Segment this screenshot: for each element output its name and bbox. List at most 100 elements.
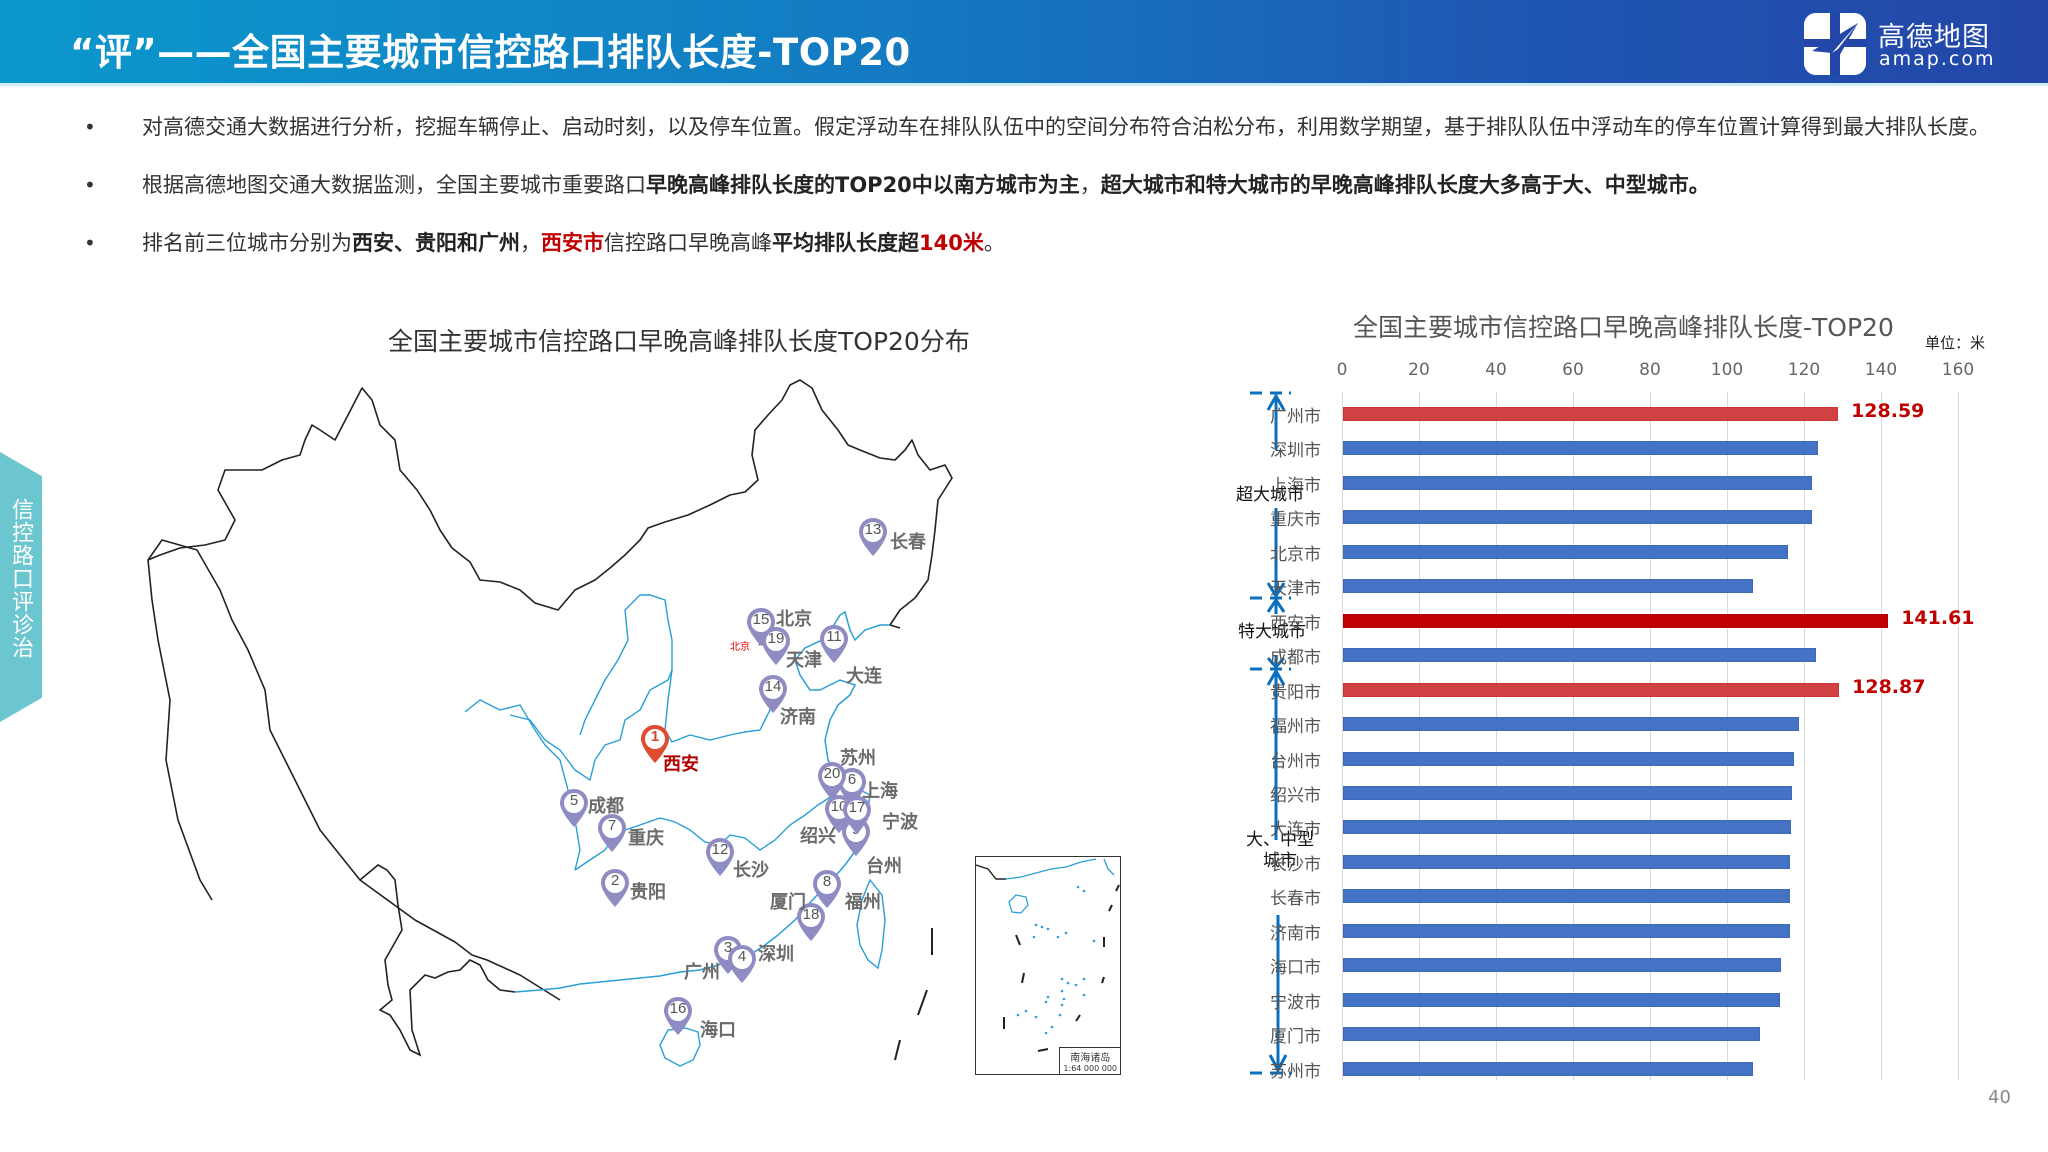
x-axis-tick: 120	[1787, 360, 1821, 380]
chart-row: 贵阳市 128.87	[1270, 672, 1962, 706]
bar[interactable]	[1343, 648, 1816, 663]
bar[interactable]	[1343, 579, 1753, 594]
map-pin-rank-16[interactable]: 16	[663, 996, 693, 1036]
bullet-item: • 排名前三位城市分别为西安、贵阳和广州，西安市信控路口早晚高峰平均排队长度超14…	[80, 224, 2010, 262]
map-pin-rank-2[interactable]: 2	[600, 868, 630, 908]
pin-rank-number: 8	[822, 873, 832, 890]
category-label: 西安市	[1270, 613, 1321, 634]
bullet-text: ，	[1079, 173, 1101, 197]
map-pin-icon	[601, 869, 629, 907]
bullet-emphasis: 140米	[919, 231, 984, 255]
bar-value-label: 141.61	[1901, 606, 1975, 629]
pin-rank-number: 17	[848, 799, 866, 816]
category-label: 长春市	[1270, 889, 1321, 910]
bar[interactable]	[1343, 682, 1840, 697]
map-pin-icon	[813, 870, 841, 908]
gridline	[1342, 392, 1343, 1080]
map-city-label: 长沙	[733, 860, 769, 881]
tier-label-megacity: 超大城市	[1236, 485, 1304, 505]
category-label: 苏州市	[1270, 1061, 1321, 1082]
bullet-dot-icon: •	[84, 173, 96, 197]
pin-rank-number: 20	[823, 765, 841, 782]
queue-length-bar-chart: 0 20 40 60 80 100 120 140 160 广州市 128.59 深圳市 上海市 重庆市北…	[1270, 360, 1975, 1085]
map-pin-icon	[818, 762, 846, 800]
bar[interactable]	[1343, 889, 1790, 904]
category-label: 上海市	[1270, 475, 1321, 496]
south-china-sea-inset: 南海诸岛 1:64 000 000	[975, 856, 1121, 1075]
bar[interactable]	[1343, 475, 1813, 490]
bar[interactable]	[1343, 854, 1790, 869]
bar[interactable]	[1343, 820, 1792, 835]
gridline	[1804, 392, 1805, 1080]
x-axis-tick: 80	[1639, 360, 1661, 380]
map-pin-rank-1[interactable]: 1	[640, 724, 670, 764]
bar[interactable]	[1343, 751, 1795, 766]
chart-unit-label: 单位：米	[1925, 334, 1986, 352]
gridline	[1881, 392, 1882, 1080]
pin-rank-number: 2	[610, 872, 620, 889]
map-pin-icon	[728, 945, 756, 983]
map-pin-icon	[762, 627, 790, 665]
gridline	[1496, 392, 1497, 1080]
header-bar: “评”——全国主要城市信控路口排队长度-TOP20 高德地图 amap.com	[0, 0, 2048, 86]
category-label: 大连市	[1270, 820, 1321, 841]
chart-row: 苏州市	[1270, 1051, 1962, 1085]
bar[interactable]	[1343, 613, 1889, 628]
bullet-text: ，	[520, 231, 541, 255]
x-axis-tick: 60	[1562, 360, 1584, 380]
bar[interactable]	[1343, 1027, 1761, 1042]
map-pin-rank-8[interactable]: 8	[812, 869, 842, 909]
chart-row: 天津市	[1270, 568, 1962, 602]
category-label: 成都市	[1270, 648, 1321, 669]
bar[interactable]	[1343, 510, 1813, 525]
map-pin-rank-13[interactable]: 13	[858, 517, 888, 557]
x-axis-tick: 20	[1408, 360, 1430, 380]
bar[interactable]	[1343, 958, 1782, 973]
map-city-label: 西安	[663, 754, 699, 775]
map-pin-rank-11[interactable]: 11	[819, 624, 849, 664]
pin-rank-number: 5	[569, 792, 579, 809]
map-city-label: 福州	[845, 892, 881, 913]
map-city-label: 广州	[684, 962, 720, 983]
pin-rank-number: 1	[650, 728, 660, 745]
bar[interactable]	[1343, 441, 1819, 456]
map-pin-rank-5[interactable]: 5	[559, 788, 589, 828]
x-axis-tick: 100	[1710, 360, 1744, 380]
bullet-dot-icon: •	[84, 231, 96, 255]
bar[interactable]	[1343, 992, 1781, 1007]
category-label: 长沙市	[1270, 854, 1321, 875]
chart-title: 全国主要城市信控路口早晚高峰排队长度-TOP20	[1353, 313, 1894, 342]
map-pin-rank-19[interactable]: 19	[761, 626, 791, 666]
map-pin-rank-17[interactable]: 17	[842, 795, 872, 835]
pin-rank-number: 4	[737, 948, 747, 965]
chart-row: 上海市	[1270, 465, 1962, 499]
map-city-label: 苏州	[840, 748, 876, 769]
map-pin-rank-18[interactable]: 18	[796, 902, 826, 942]
bullet-emphasis: 超大城市和特大城市的早晚高峰排队长度大多高于大、中型城市。	[1100, 173, 1710, 197]
chart-row: 厦门市	[1270, 1016, 1962, 1050]
section-side-tab[interactable]	[0, 452, 42, 722]
section-side-tab-label: 信控路口评诊治	[8, 498, 33, 659]
map-pin-rank-14[interactable]: 14	[758, 674, 788, 714]
bar[interactable]	[1343, 1061, 1754, 1076]
bar[interactable]	[1343, 717, 1800, 732]
map-pin-rank-7[interactable]: 7	[597, 813, 627, 853]
map-pin-icon	[859, 518, 887, 556]
bar[interactable]	[1343, 407, 1839, 421]
category-label: 绍兴市	[1270, 785, 1321, 806]
category-label: 广州市	[1270, 407, 1321, 427]
chart-row: 西安市 141.61	[1270, 603, 1975, 637]
gridline	[1419, 392, 1420, 1080]
bar[interactable]	[1343, 544, 1789, 559]
map-pin-rank-4[interactable]: 4	[727, 944, 757, 984]
bullet-text: 信控路口早晚高峰	[604, 231, 772, 255]
category-label: 重庆市	[1270, 510, 1321, 531]
map-pin-icon	[797, 903, 825, 941]
map-pin-rank-12[interactable]: 12	[705, 837, 735, 877]
category-label: 贵阳市	[1270, 682, 1321, 703]
map-city-label: 上海	[862, 781, 898, 802]
bar[interactable]	[1343, 785, 1793, 800]
bar[interactable]	[1343, 923, 1790, 938]
map-pin-rank-20[interactable]: 20	[817, 761, 847, 801]
chart-row: 广州市 128.59	[1270, 396, 1962, 430]
